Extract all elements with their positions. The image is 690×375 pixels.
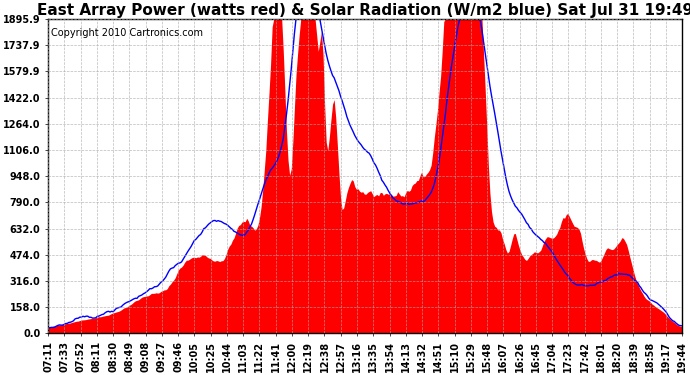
Text: Copyright 2010 Cartronics.com: Copyright 2010 Cartronics.com [51, 28, 204, 38]
Title: East Array Power (watts red) & Solar Radiation (W/m2 blue) Sat Jul 31 19:49: East Array Power (watts red) & Solar Rad… [37, 3, 690, 18]
